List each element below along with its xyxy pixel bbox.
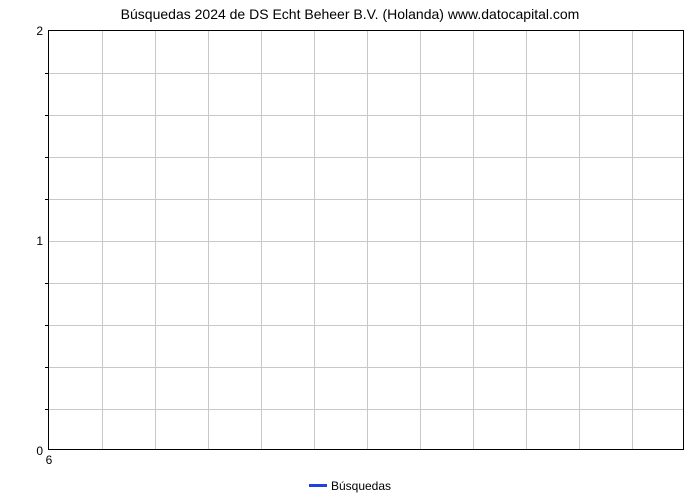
y-axis-tick-label: 2 bbox=[36, 24, 43, 38]
chart-container: Búsquedas 2024 de DS Echt Beheer B.V. (H… bbox=[0, 0, 700, 500]
grid-line-vertical bbox=[579, 31, 580, 449]
grid-line-vertical bbox=[314, 31, 315, 449]
y-axis-minor-tick bbox=[45, 325, 49, 326]
grid-line-vertical bbox=[473, 31, 474, 449]
y-axis-minor-tick bbox=[45, 409, 49, 410]
grid-line-vertical bbox=[102, 31, 103, 449]
grid-line-horizontal bbox=[49, 325, 683, 326]
grid-line-horizontal bbox=[49, 409, 683, 410]
grid-line-horizontal bbox=[49, 73, 683, 74]
grid-line-vertical bbox=[261, 31, 262, 449]
grid-line-vertical bbox=[632, 31, 633, 449]
y-axis-minor-tick bbox=[45, 367, 49, 368]
grid-line-vertical bbox=[208, 31, 209, 449]
legend-label: Búsquedas bbox=[331, 479, 391, 493]
grid-line-horizontal bbox=[49, 283, 683, 284]
y-axis-tick-label: 0 bbox=[36, 444, 43, 458]
grid-line-horizontal bbox=[49, 367, 683, 368]
grid-line-vertical bbox=[367, 31, 368, 449]
y-axis-minor-tick bbox=[45, 157, 49, 158]
grid-line-horizontal bbox=[49, 157, 683, 158]
grid-line-vertical bbox=[155, 31, 156, 449]
plot-area: 0126 bbox=[48, 30, 684, 450]
grid-line-horizontal bbox=[49, 115, 683, 116]
grid-line-vertical bbox=[420, 31, 421, 449]
grid-line-horizontal bbox=[49, 199, 683, 200]
grid-line-vertical bbox=[526, 31, 527, 449]
y-axis-minor-tick bbox=[45, 283, 49, 284]
chart-title: Búsquedas 2024 de DS Echt Beheer B.V. (H… bbox=[0, 6, 700, 22]
y-axis-tick-label: 1 bbox=[36, 234, 43, 248]
y-axis-minor-tick bbox=[45, 73, 49, 74]
legend: Búsquedas bbox=[0, 478, 700, 493]
grid-line-horizontal bbox=[49, 241, 683, 242]
x-axis-tick-label: 6 bbox=[46, 453, 53, 467]
y-axis-minor-tick bbox=[45, 199, 49, 200]
y-axis-minor-tick bbox=[45, 115, 49, 116]
legend-swatch bbox=[309, 484, 327, 487]
